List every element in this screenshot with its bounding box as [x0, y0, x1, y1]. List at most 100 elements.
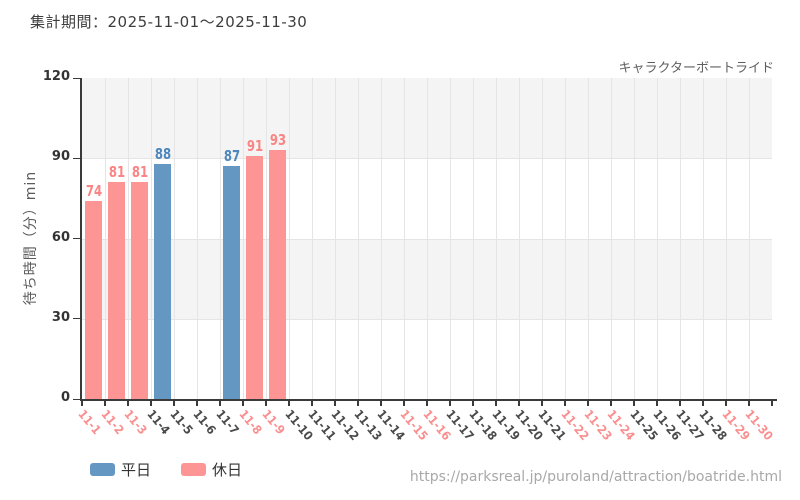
x-axis-tick: [610, 401, 612, 406]
v-gridline: [450, 78, 451, 399]
x-axis-tick: [127, 401, 129, 406]
bar-value-11-1: 74: [85, 182, 102, 201]
v-gridline: [496, 78, 497, 399]
x-axis-tick: [81, 401, 83, 406]
v-gridline: [611, 78, 612, 399]
bar-11-3-休日: [131, 182, 148, 399]
v-gridline: [657, 78, 658, 399]
x-axis-tick: [725, 401, 727, 406]
y-axis-tick: [73, 318, 80, 320]
bar-11-2-休日: [108, 182, 125, 399]
x-tick-label-11-9: 11-9: [258, 407, 288, 438]
v-gridline: [220, 78, 221, 399]
v-gridline: [427, 78, 428, 399]
x-tick-label-11-7: 11-7: [212, 407, 242, 438]
source-url: https://parksreal.jp/puroland/attraction…: [409, 469, 782, 485]
x-axis-line: [80, 399, 777, 401]
v-gridline: [588, 78, 589, 399]
bar-11-4-平日: [154, 163, 171, 399]
x-axis-tick: [449, 401, 451, 406]
legend-label-holiday: 休日: [212, 461, 243, 479]
x-axis-tick: [357, 401, 359, 406]
x-axis-tick: [564, 401, 566, 406]
x-tick-label-11-1: 11-1: [74, 407, 104, 438]
x-axis-tick: [679, 401, 681, 406]
x-axis-tick: [587, 401, 589, 406]
x-axis-tick: [173, 401, 175, 406]
x-axis-tick: [541, 401, 543, 406]
x-tick-label-11-6: 11-6: [189, 407, 219, 438]
x-axis-tick: [633, 401, 635, 406]
x-tick-label-11-3: 11-3: [120, 407, 150, 438]
bar-11-8-休日: [246, 155, 263, 399]
bar-11-7-平日: [223, 166, 240, 399]
v-gridline: [266, 78, 267, 399]
y-tick-label: 30: [51, 309, 70, 325]
bar-value-11-4: 88: [154, 144, 171, 163]
legend-label-weekday: 平日: [121, 461, 152, 479]
v-gridline: [197, 78, 198, 399]
x-axis-tick: [196, 401, 198, 406]
x-tick-label-11-8: 11-8: [235, 407, 265, 438]
v-gridline: [680, 78, 681, 399]
y-axis-tick: [73, 238, 80, 239]
v-gridline: [312, 78, 313, 399]
bar-11-9-休日: [269, 150, 286, 399]
bar-value-11-8: 91: [246, 136, 263, 155]
v-gridline: [358, 78, 359, 399]
v-gridline: [335, 78, 336, 399]
x-axis-tick: [311, 401, 313, 406]
y-axis-tick: [73, 157, 80, 159]
legend-swatch-weekday: [90, 463, 115, 476]
x-axis-tick: [518, 401, 520, 406]
x-tick-label-11-4: 11-4: [143, 407, 173, 438]
x-axis-tick: [104, 401, 106, 406]
x-axis-tick: [702, 401, 704, 406]
x-tick-label-11-5: 11-5: [166, 407, 196, 438]
v-gridline: [151, 78, 152, 399]
v-gridline: [174, 78, 175, 399]
v-gridline: [749, 78, 750, 399]
bar-value-11-2: 81: [108, 163, 125, 182]
x-axis-tick: [472, 401, 474, 406]
x-axis-tick: [242, 401, 244, 406]
v-gridline: [634, 78, 635, 399]
x-axis-tick: [748, 401, 750, 406]
v-gridline: [404, 78, 405, 399]
bar-value-11-7: 87: [223, 147, 240, 166]
y-tick-label: 120: [42, 69, 70, 84]
bar-value-11-3: 81: [131, 163, 148, 182]
x-axis-tick: [265, 401, 267, 406]
v-gridline: [243, 78, 244, 399]
x-axis-tick: [334, 401, 336, 406]
x-axis-tick: [150, 401, 152, 406]
x-axis-tick: [656, 401, 658, 406]
y-axis-line: [80, 78, 82, 401]
y-tick-label: 0: [60, 390, 70, 405]
x-axis-tick: [380, 401, 382, 406]
bar-value-11-9: 93: [269, 131, 286, 150]
v-gridline: [519, 78, 520, 399]
v-gridline: [726, 78, 727, 399]
bar-11-1-休日: [85, 201, 102, 399]
v-gridline: [542, 78, 543, 399]
x-axis-tick: [403, 401, 405, 406]
y-tick-label: 90: [51, 149, 70, 165]
plot-area: 0 30 60 90 120 11-1 11-2 11-3 11-4 11-5 11-6 11-7 11…: [43, 69, 777, 443]
y-axis-tick: [73, 398, 80, 400]
v-gridline: [128, 78, 129, 399]
v-gridline: [105, 78, 106, 399]
y-tick-label: 60: [51, 229, 70, 245]
x-axis-tick: [495, 401, 497, 406]
x-axis-tick: [219, 401, 221, 406]
v-gridline: [381, 78, 382, 399]
v-gridline: [289, 78, 290, 399]
v-gridline: [565, 78, 566, 399]
legend: 平日 休日: [90, 459, 272, 480]
y-axis-tick: [73, 77, 80, 79]
report-period-title: 集計期間：2025-11-01～2025-11-30: [30, 13, 308, 31]
x-tick-label-11-2: 11-2: [97, 407, 127, 438]
v-gridline: [703, 78, 704, 399]
attraction-name: キャラクターボートライド: [618, 61, 774, 76]
